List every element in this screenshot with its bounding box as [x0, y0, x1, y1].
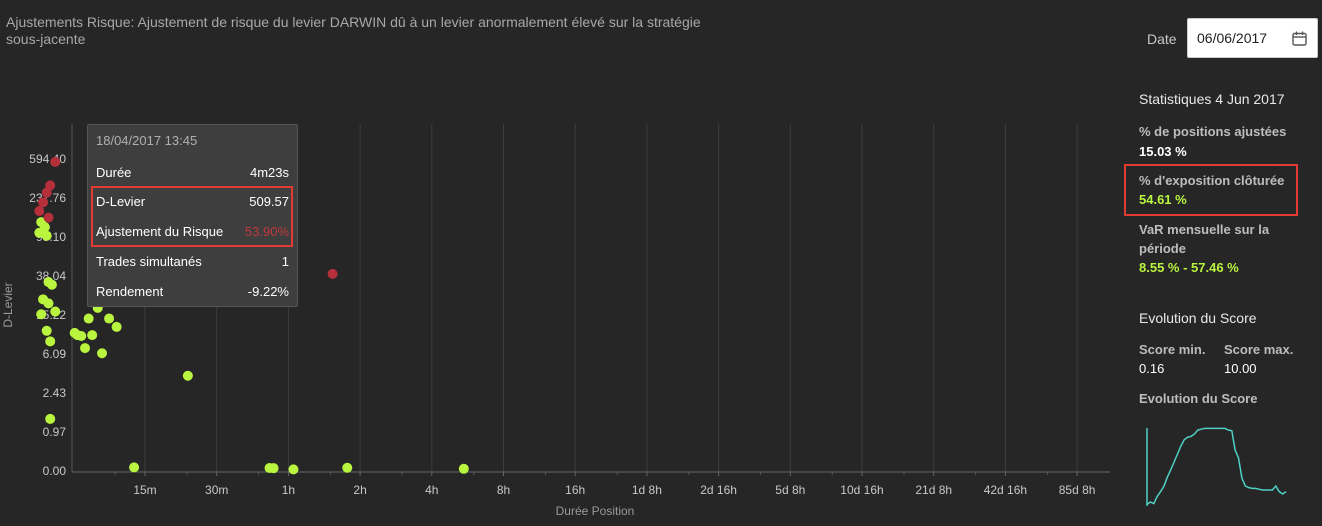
scatter-chart: 15m 30m 1h 2h 4h 8h 16h 1d 8h 2d 16h 5d 8h 10d 16h…	[1, 124, 1110, 518]
data-point-adjusted	[45, 336, 56, 347]
x-tick-label: 10d 16h	[840, 483, 883, 497]
tooltip-row-return: Rendement -9.22%	[96, 281, 289, 301]
tooltip-row-risk-adjustment: Ajustement du Risque 53.90%	[96, 221, 289, 241]
var-value: 8.55 % - 57.46 %	[1139, 260, 1239, 275]
data-point-adjusted	[41, 230, 52, 241]
score-evolution-label: Evolution du Score	[1139, 391, 1258, 406]
score-min-label: Score min.	[1139, 342, 1206, 357]
x-tick-label: 15m	[133, 483, 156, 497]
tooltip-row-duration: Durée 4m23s	[96, 162, 289, 182]
data-point-adjusted	[80, 343, 91, 354]
closed-exposure-highlight	[1124, 164, 1298, 216]
data-point-adjusted	[97, 348, 108, 359]
stats-title: Statistiques 4 Jun 2017	[1139, 91, 1285, 107]
x-tick-label: 16h	[565, 483, 585, 497]
var-label-line1: VaR mensuelle sur la	[1139, 222, 1270, 237]
x-tick-label: 2d 16h	[700, 483, 737, 497]
y-tick-label: 0.00	[43, 464, 67, 478]
x-tick-label: 2h	[353, 483, 366, 497]
data-point-adjusted	[36, 309, 47, 320]
tooltip-value: -9.22%	[247, 283, 289, 299]
date-input[interactable]: 06/06/2017	[1187, 18, 1318, 58]
date-label: Date	[1147, 31, 1177, 47]
sparkline-line	[1146, 427, 1287, 506]
tooltip-date: 18/04/2017 13:45	[96, 133, 198, 148]
score-sparkline	[1146, 427, 1287, 506]
adjusted-positions-label: % de positions ajustées	[1139, 124, 1287, 139]
y-tick-label: 2.43	[43, 386, 67, 400]
y-tick-label: 594.40	[29, 152, 66, 166]
y-tick-label: 38.04	[36, 269, 66, 283]
tooltip-label: Durée	[96, 164, 132, 180]
data-point-adjusted	[111, 321, 122, 332]
x-axis-title: Durée Position	[556, 504, 635, 518]
tooltip-row-simultaneous-trades: Trades simultanés 1	[96, 251, 289, 271]
data-point-adjusted	[83, 313, 94, 324]
data-point-adjusted	[50, 306, 61, 317]
data-point-adjusted	[268, 463, 279, 474]
tooltip-value: 4m23s	[249, 164, 289, 180]
closed-exposure-value: 54.61 %	[1139, 192, 1187, 207]
var-label-line2: période	[1139, 241, 1186, 256]
adjusted-positions-value: 15.03 %	[1139, 144, 1187, 159]
date-value[interactable]: 06/06/2017	[1197, 30, 1268, 46]
data-point-adjusted	[182, 370, 193, 381]
data-point-high-leverage	[327, 268, 338, 279]
data-point-high-leverage	[38, 197, 49, 208]
x-tick-label: 21d 8h	[915, 483, 952, 497]
x-tick-label: 85d 8h	[1059, 483, 1096, 497]
tooltip-value: 1	[281, 253, 289, 269]
tooltip-label: Rendement	[96, 283, 164, 299]
data-point-adjusted	[41, 325, 52, 336]
data-point-adjusted	[43, 298, 54, 309]
score-max-value: 10.00	[1224, 361, 1257, 376]
tooltip-label: D-Levier	[96, 193, 146, 209]
data-point-high-leverage	[34, 206, 45, 217]
data-point-adjusted	[104, 313, 115, 324]
data-point-adjusted	[342, 462, 353, 473]
x-tick-label: 1d 8h	[632, 483, 662, 497]
score-min-value: 0.16	[1139, 361, 1165, 376]
x-tick-label: 4h	[425, 483, 438, 497]
tooltip-label: Trades simultanés	[96, 253, 202, 269]
chart-title: Ajustements Risque: Ajustement de risque…	[6, 14, 701, 47]
data-point-adjusted	[76, 330, 87, 341]
x-tick-label: 5d 8h	[775, 483, 805, 497]
x-tick-label: 30m	[205, 483, 228, 497]
score-title: Evolution du Score	[1139, 310, 1257, 326]
score-max-label: Score max.	[1224, 342, 1294, 357]
data-point-high-leverage	[50, 156, 61, 167]
tooltip-row-leverage: D-Levier 509.57	[96, 191, 289, 211]
closed-exposure-label: % d'exposition clôturée	[1139, 173, 1285, 188]
tooltip-highlight-box	[91, 186, 293, 247]
data-point-adjusted	[458, 463, 469, 474]
y-axis-title: D-Levier	[1, 282, 15, 327]
x-tick-label: 1h	[282, 483, 295, 497]
x-tick-label: 42d 16h	[984, 483, 1027, 497]
point-tooltip: 18/04/2017 13:45 Durée 4m23s D-Levier 50…	[87, 124, 298, 307]
y-tick-label: 0.97	[43, 425, 67, 439]
tooltip-value: 53.90%	[244, 223, 289, 239]
tooltip-value: 509.57	[249, 193, 289, 209]
calendar-icon[interactable]	[1292, 31, 1307, 46]
x-tick-label: 8h	[497, 483, 510, 497]
data-point-adjusted	[87, 330, 98, 341]
data-point-adjusted	[46, 279, 57, 290]
data-point-adjusted	[288, 464, 299, 475]
data-point-high-leverage	[41, 187, 52, 198]
tooltip-label: Ajustement du Risque	[96, 223, 224, 239]
y-tick-label: 6.09	[43, 347, 67, 361]
data-point-high-leverage	[43, 212, 54, 223]
data-point-adjusted	[45, 413, 56, 424]
data-point-adjusted	[129, 462, 140, 473]
